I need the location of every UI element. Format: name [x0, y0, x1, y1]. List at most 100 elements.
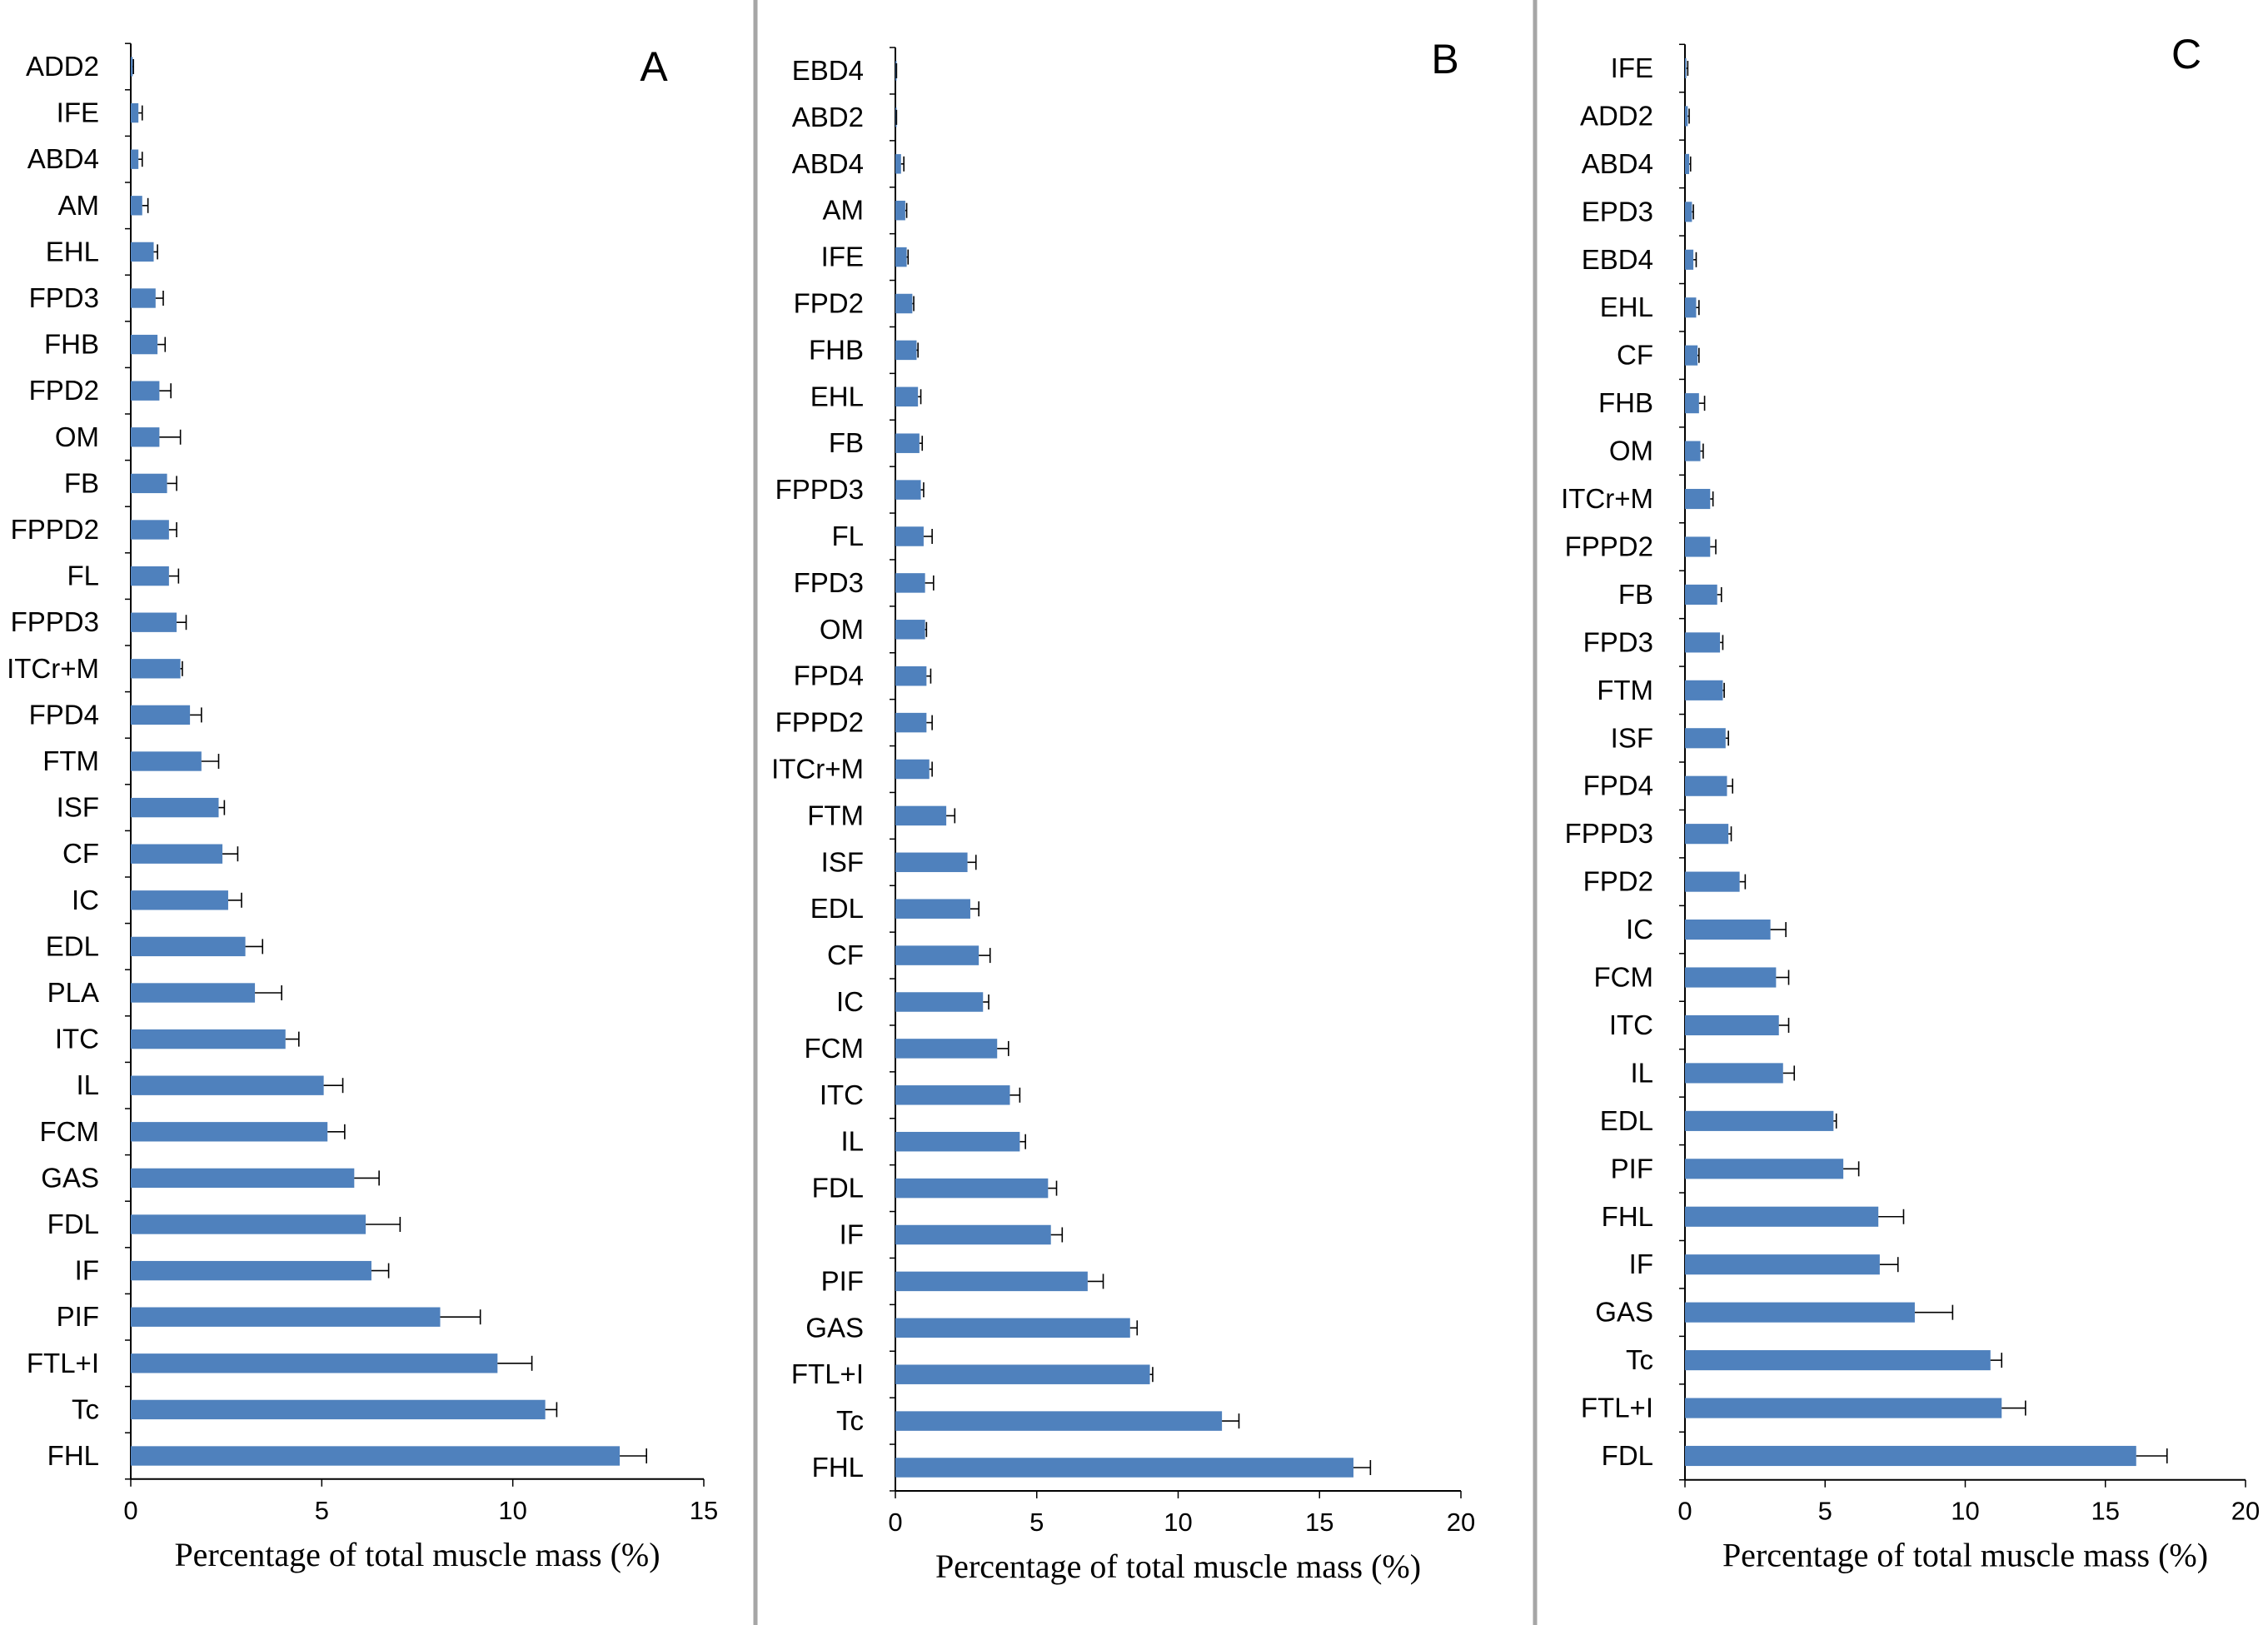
category-label: CF — [827, 940, 864, 970]
bar — [1685, 632, 1721, 653]
bar — [1685, 1445, 2136, 1467]
category-label: FPPD2 — [775, 707, 864, 738]
bar — [1685, 249, 1694, 270]
category-label: FPD4 — [1583, 770, 1653, 801]
bar — [131, 1075, 324, 1095]
bar — [131, 1399, 546, 1420]
category-label: FL — [831, 521, 864, 551]
x-tick-label: 20 — [1447, 1508, 1475, 1537]
bar — [895, 293, 913, 314]
bar — [1685, 824, 1729, 845]
bar — [131, 102, 139, 123]
bar — [131, 427, 160, 447]
bar — [1685, 1110, 1834, 1131]
bar — [131, 473, 167, 494]
bar — [895, 1224, 1051, 1245]
x-tick-label: 0 — [123, 1496, 137, 1525]
bar — [131, 381, 160, 401]
bar — [895, 200, 905, 221]
bar — [1685, 967, 1777, 988]
bar — [895, 759, 930, 780]
bar — [895, 573, 925, 593]
bar — [895, 992, 984, 1012]
category-label: ABD4 — [1582, 148, 1653, 179]
x-tick-label: 5 — [1029, 1508, 1044, 1537]
bar — [1685, 536, 1711, 557]
category-label: ITC — [820, 1079, 864, 1110]
category-label: EBD4 — [1582, 244, 1653, 275]
bar — [1685, 345, 1698, 366]
bar — [1685, 393, 1699, 414]
bar — [131, 983, 256, 1003]
category-label: FHL — [812, 1452, 864, 1483]
bar — [895, 154, 901, 174]
category-label: ITC — [1609, 1009, 1653, 1040]
category-label: FPD4 — [29, 699, 99, 730]
category-label: FDL — [1602, 1440, 1653, 1471]
category-label: IFE — [821, 242, 864, 272]
category-label: FHL — [1602, 1201, 1653, 1232]
category-label: PIF — [821, 1265, 864, 1296]
category-label: IC — [72, 885, 99, 915]
category-label: IF — [1629, 1249, 1653, 1279]
category-label: ITCr+M — [771, 754, 864, 785]
category-label: EDL — [1600, 1105, 1653, 1136]
bar — [895, 665, 927, 686]
category-label: FTM — [807, 800, 864, 830]
bar — [895, 1131, 1020, 1152]
panel-letter: C — [2171, 31, 2201, 77]
bar — [131, 797, 219, 818]
panel-letter: A — [640, 43, 668, 90]
category-label: FL — [67, 561, 99, 591]
bar — [1685, 1350, 1991, 1371]
bar — [1685, 775, 1727, 796]
category-label: GAS — [805, 1312, 864, 1343]
category-label: ISF — [821, 846, 864, 877]
category-label: EPD3 — [1582, 196, 1653, 227]
category-label: FPPD2 — [1565, 531, 1653, 561]
x-tick-label: 10 — [498, 1496, 526, 1525]
category-label: ABD4 — [27, 143, 99, 174]
bar — [895, 386, 919, 407]
bar — [131, 844, 223, 864]
bar — [131, 612, 177, 632]
bar — [1685, 441, 1701, 461]
x-tick-label: 0 — [1677, 1497, 1692, 1526]
bar — [131, 57, 133, 77]
category-label: ADD2 — [1580, 100, 1653, 131]
category-label: OM — [55, 421, 99, 452]
category-label: IL — [76, 1069, 99, 1100]
x-axis-title: Percentage of total muscle mass (%) — [174, 1536, 660, 1573]
category-label: GAS — [1595, 1297, 1653, 1328]
bar — [1685, 1254, 1880, 1275]
x-tick-label: 5 — [315, 1496, 329, 1525]
category-label: OM — [820, 614, 864, 645]
category-label: FPPD2 — [11, 514, 99, 545]
category-label: AM — [58, 190, 100, 221]
bar — [131, 1353, 498, 1373]
category-label: FPD2 — [1583, 866, 1653, 897]
category-label: FCM — [805, 1033, 864, 1064]
category-label: PIF — [1611, 1153, 1653, 1184]
bar — [1685, 297, 1697, 318]
bar — [1685, 728, 1726, 749]
category-label: IF — [840, 1219, 864, 1250]
bar — [895, 1085, 1010, 1105]
bar — [895, 712, 927, 733]
category-label: ISF — [57, 792, 99, 823]
category-label: ABD2 — [792, 102, 864, 132]
category-label: EHL — [46, 236, 99, 267]
category-label: IF — [75, 1255, 99, 1286]
category-label: AM — [823, 195, 865, 226]
category-label: IC — [836, 986, 864, 1017]
category-label: FB — [1618, 579, 1653, 610]
bar — [895, 1039, 998, 1059]
x-tick-label: 5 — [1818, 1497, 1832, 1526]
category-label: ITCr+M — [1561, 483, 1653, 514]
category-label: ADD2 — [26, 51, 99, 82]
category-label: FPD2 — [794, 288, 864, 319]
bar — [131, 334, 158, 355]
category-label: FPPD3 — [11, 606, 99, 637]
x-tick-label: 15 — [690, 1496, 718, 1525]
bar — [131, 196, 142, 216]
